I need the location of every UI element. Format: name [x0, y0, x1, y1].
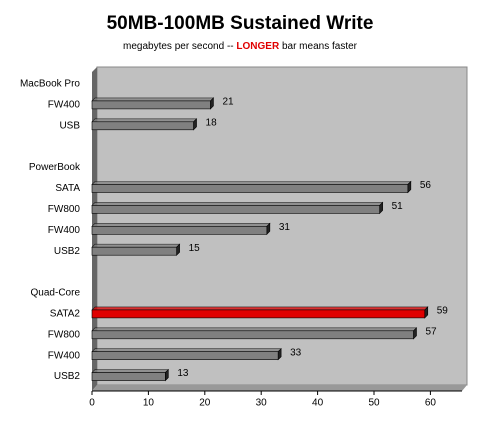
y-tick-label: FW400: [48, 350, 81, 361]
bar: [91, 226, 268, 235]
subtitle-part: bar means faster: [279, 41, 357, 52]
value-label: 51: [392, 201, 404, 212]
bar-top: [91, 181, 412, 185]
bar-top: [91, 327, 418, 332]
y-tick-label: FW400: [48, 225, 81, 236]
value-label: 15: [189, 243, 201, 254]
chart-subtitle: megabytes per second -- LONGER bar means…: [123, 41, 358, 52]
x-tick-label: 10: [143, 398, 155, 409]
bar-top: [91, 202, 384, 206]
value-label: 33: [290, 347, 302, 358]
y-tick-label: SATA2: [50, 309, 81, 320]
y-tick-label: PowerBook: [29, 162, 81, 173]
value-label: 31: [279, 222, 291, 233]
chart-title: 50MB-100MB Sustained Write: [107, 13, 374, 34]
bar: [91, 351, 279, 361]
y-tick-label: USB2: [54, 371, 81, 382]
value-label: 18: [206, 117, 218, 128]
plot-floor: [92, 385, 467, 391]
value-label: 13: [177, 368, 189, 379]
y-tick-label: FW400: [48, 100, 81, 111]
value-label: 21: [222, 97, 234, 108]
bar: [91, 246, 177, 256]
x-tick-label: 60: [425, 398, 437, 409]
bar-top: [91, 369, 170, 373]
bar: [91, 330, 414, 340]
value-label: 57: [425, 326, 437, 337]
y-tick-label: MacBook Pro: [20, 79, 80, 90]
value-label: 59: [437, 306, 449, 317]
subtitle-part: megabytes per second --: [123, 41, 236, 52]
y-tick-label: USB2: [54, 246, 81, 257]
y-tick-label: Quad-Core: [31, 288, 81, 299]
y-tick-label: USB: [59, 120, 80, 131]
x-tick-label: 30: [256, 398, 268, 409]
y-tick-label: FW800: [48, 204, 81, 215]
bar: [91, 184, 409, 193]
bar-top: [91, 306, 429, 311]
y-tick-label: SATA: [55, 183, 80, 194]
value-label: 56: [420, 180, 432, 191]
bar: [91, 372, 166, 381]
bar: [91, 121, 194, 131]
bar: [91, 205, 380, 214]
bar-top: [91, 243, 181, 248]
bar: [91, 309, 426, 319]
x-tick-label: 50: [368, 398, 380, 409]
bar-top: [91, 348, 282, 353]
x-tick-label: 20: [199, 398, 211, 409]
bar-top: [91, 118, 198, 123]
bar: [91, 100, 211, 110]
bar-top: [91, 97, 215, 102]
bar-top: [91, 223, 271, 227]
x-tick-label: 0: [89, 398, 95, 409]
subtitle-emphasis: LONGER: [236, 41, 280, 52]
y-tick-label: FW800: [48, 329, 81, 340]
x-tick-label: 40: [312, 398, 324, 409]
